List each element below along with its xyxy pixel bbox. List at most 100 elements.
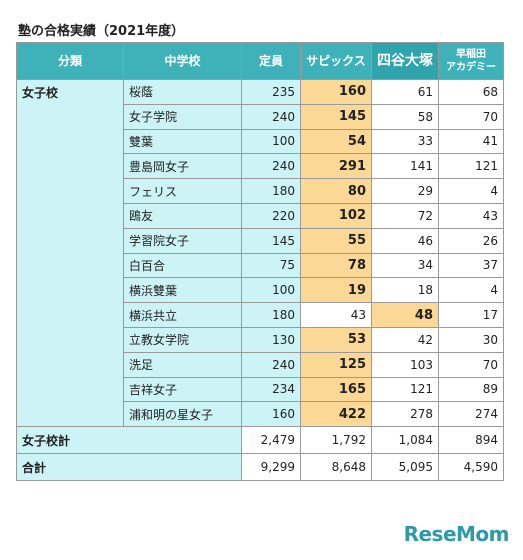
results-table: 分類 中学校 定員 サピックス 四谷大塚 早稲田 アカデミー 女子校 桜蔭 235 160 61 68… <box>16 42 504 482</box>
header-text: 定員 <box>258 53 283 68</box>
result-cell: 17 <box>438 302 504 328</box>
school-cell: 吉祥女子 <box>123 376 242 403</box>
school-cell: 横浜雙葉 <box>123 277 242 304</box>
capacity-cell: 240 <box>241 351 301 378</box>
total-value: 4,590 <box>438 453 504 482</box>
result-cell: 46 <box>371 227 439 254</box>
school-cell: フェリス <box>123 178 242 204</box>
column-header: 四谷大塚 <box>371 42 439 80</box>
table-body: 女子校 桜蔭 235 160 61 68 女子学院 240 145 58 70 雙葉 100 54 33 41… <box>16 78 504 482</box>
result-cell: 4 <box>438 178 504 204</box>
capacity-cell: 100 <box>241 128 301 155</box>
data-row: 鴎友 220 102 72 43 <box>17 202 504 229</box>
result-cell: 54 <box>300 128 372 155</box>
category-cell: 女子校 <box>16 78 124 428</box>
result-cell: 160 <box>300 79 372 105</box>
header-text: アカデミー <box>446 62 496 73</box>
result-cell: 53 <box>300 326 372 353</box>
school-cell: 立教女学院 <box>123 326 242 353</box>
result-cell: 80 <box>300 178 372 204</box>
result-cell: 29 <box>371 178 439 204</box>
result-cell: 72 <box>371 202 439 229</box>
data-row: フェリス 180 80 29 4 <box>17 178 504 204</box>
data-row: 浦和明の星女子 160 422 278 274 <box>17 401 504 428</box>
total-value: 5,095 <box>371 453 439 482</box>
result-cell: 18 <box>371 277 439 304</box>
result-cell: 68 <box>438 79 504 105</box>
school-cell: 白百合 <box>123 252 242 279</box>
column-header: 中学校 <box>123 42 242 80</box>
result-cell: 165 <box>300 376 372 403</box>
result-cell: 41 <box>438 128 504 155</box>
school-cell: 豊島岡女子 <box>123 153 242 180</box>
result-cell: 34 <box>371 252 439 279</box>
result-cell: 125 <box>300 351 372 378</box>
total-value: 894 <box>438 426 504 455</box>
school-cell: 学習院女子 <box>123 227 242 254</box>
total-label: 合計 <box>16 453 242 482</box>
capacity-cell: 180 <box>241 302 301 328</box>
result-cell: 141 <box>371 153 439 180</box>
capacity-cell: 145 <box>241 227 301 254</box>
result-cell: 70 <box>438 103 504 130</box>
result-cell: 278 <box>371 401 439 428</box>
school-cell: 鴎友 <box>123 202 242 229</box>
header-text: サピックス <box>306 53 366 68</box>
data-row: 立教女学院 130 53 42 30 <box>17 326 504 353</box>
data-row: 洗足 240 125 103 70 <box>17 351 504 378</box>
total-row: 女子校計 2,479 1,792 1,084 894 <box>16 426 504 455</box>
column-header: 定員 <box>241 42 301 80</box>
result-cell: 43 <box>300 302 372 328</box>
result-cell: 48 <box>371 302 439 328</box>
result-cell: 33 <box>371 128 439 155</box>
result-cell: 145 <box>300 103 372 130</box>
result-cell: 61 <box>371 79 439 105</box>
result-cell: 4 <box>438 277 504 304</box>
data-row: 横浜雙葉 100 19 18 4 <box>17 277 504 304</box>
result-cell: 58 <box>371 103 439 130</box>
capacity-cell: 240 <box>241 103 301 130</box>
column-header: 早稲田 アカデミー <box>438 42 504 80</box>
capacity-cell: 130 <box>241 326 301 353</box>
result-cell: 30 <box>438 326 504 353</box>
school-cell: 雙葉 <box>123 128 242 155</box>
result-cell: 291 <box>300 153 372 180</box>
result-cell: 102 <box>300 202 372 229</box>
result-cell: 121 <box>371 376 439 403</box>
result-cell: 78 <box>300 252 372 279</box>
result-cell: 42 <box>371 326 439 353</box>
capacity-cell: 220 <box>241 202 301 229</box>
total-label: 女子校計 <box>16 426 242 455</box>
capacity-cell: 234 <box>241 376 301 403</box>
column-header: 分類 <box>16 42 124 80</box>
result-cell: 274 <box>438 401 504 428</box>
total-value: 1,084 <box>371 426 439 455</box>
data-row: 白百合 75 78 34 37 <box>17 252 504 279</box>
header-text: 早稲田 <box>456 49 486 60</box>
result-cell: 19 <box>300 277 372 304</box>
result-cell: 70 <box>438 351 504 378</box>
capacity-cell: 180 <box>241 178 301 204</box>
capacity-cell: 100 <box>241 277 301 304</box>
data-row: 女子校 桜蔭 235 160 61 68 <box>16 78 504 428</box>
total-row: 合計 9,299 8,648 5,095 4,590 <box>16 453 504 482</box>
total-value: 8,648 <box>300 453 372 482</box>
capacity-cell: 75 <box>241 252 301 279</box>
result-cell: 422 <box>300 401 372 428</box>
total-value: 2,479 <box>241 426 301 455</box>
header-row: 分類 中学校 定員 サピックス 四谷大塚 早稲田 アカデミー <box>16 42 504 80</box>
capacity-cell: 235 <box>241 79 301 105</box>
column-header: サピックス <box>300 42 372 80</box>
result-cell: 55 <box>300 227 372 254</box>
result-cell: 43 <box>438 202 504 229</box>
school-cell: 女子学院 <box>123 103 242 130</box>
data-row: 女子学院 240 145 58 70 <box>17 103 504 130</box>
title: 塾の合格実績（2021年度） <box>18 24 185 39</box>
total-value: 9,299 <box>241 453 301 482</box>
data-row: 雙葉 100 54 33 41 <box>17 128 504 155</box>
result-cell: 121 <box>438 153 504 180</box>
school-cell: 横浜共立 <box>123 302 242 328</box>
result-cell: 37 <box>438 252 504 279</box>
capacity-cell: 160 <box>241 401 301 428</box>
